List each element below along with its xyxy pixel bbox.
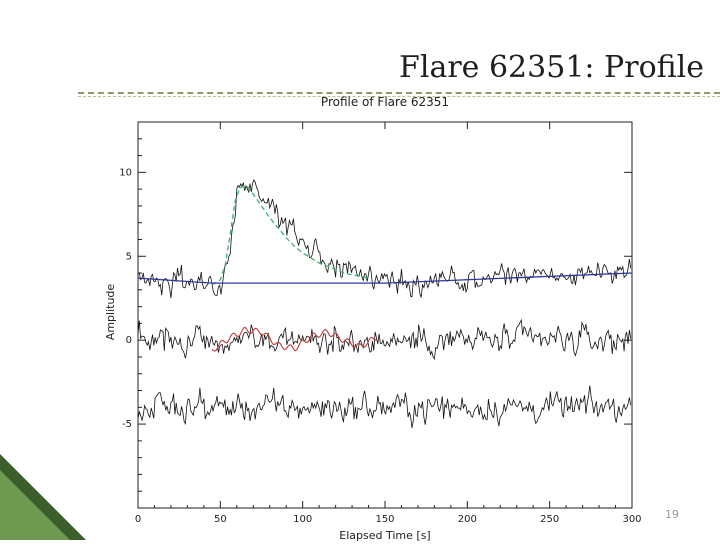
flare-data-line [137,178,632,299]
title-divider-secondary [78,96,720,97]
profile-fit-line [211,185,369,286]
x-axis-label: Elapsed Time [s] [339,529,430,542]
y-axis-label: Amplitude [104,284,117,341]
flare-profile-chart: Profile of Flare 62351 0 50 100 150 200 250 30… [104,95,642,542]
y-tick-label: -5 [122,419,132,430]
plot-title: Profile of Flare 62351 [321,95,449,109]
y-tick-label: 5 [126,251,132,262]
y-tick-label: 0 [126,335,132,346]
plot-frame [137,121,633,509]
chart-curves [137,178,633,428]
slide-title: Flare 62351: Profile [399,50,704,85]
oscillation-fit-line [211,326,377,352]
filtered-data-line [137,385,632,428]
background-fit-line [137,272,633,284]
page-number: 19 [665,508,679,521]
x-tick-label: 250 [540,514,559,525]
title-divider [78,92,720,94]
x-tick-label: 300 [622,514,641,525]
y-tick-label: 10 [119,167,132,178]
x-tick-label: 200 [458,514,477,525]
residual-data-line [137,318,632,361]
x-tick-label: 100 [293,514,312,525]
x-tick-label: 150 [375,514,394,525]
x-tick-label: 50 [214,514,227,525]
axis-ticks: 0 50 100 150 200 250 300 -5 0 5 10 [119,122,642,525]
x-tick-label: 0 [135,514,141,525]
corner-decoration-light [0,470,70,540]
